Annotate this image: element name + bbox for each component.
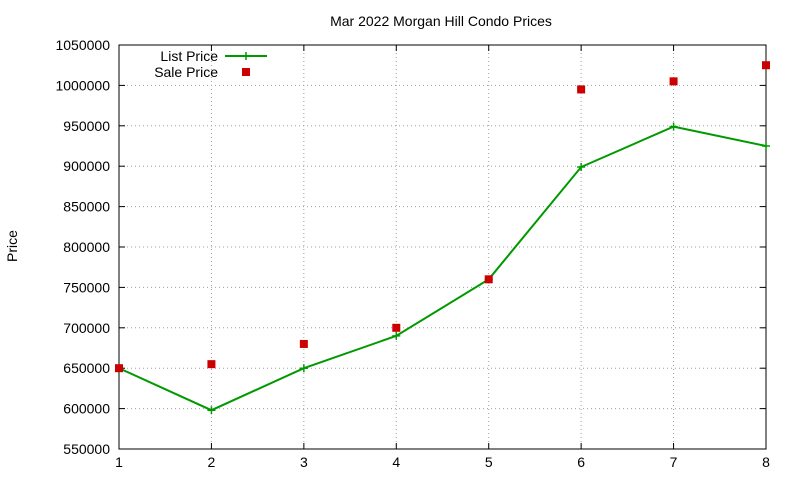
sale-price-point (115, 364, 123, 373)
x-tick-label: 8 (762, 454, 770, 470)
sale-price-point (392, 323, 401, 332)
legend-label-sale-price: Sale Price (154, 64, 218, 80)
y-tick-label: 950000 (63, 118, 110, 134)
grid (119, 45, 766, 449)
x-tick-label: 5 (485, 454, 493, 470)
list-price-point (669, 122, 678, 131)
sale-price-point (669, 77, 678, 86)
sale-price-point (299, 339, 308, 348)
axes: 550000 600000 650000 700000 750000 800000 8500… (55, 37, 770, 470)
y-tick-label: 550000 (63, 441, 110, 457)
legend-marker-list-price (242, 52, 250, 60)
list-price-point (577, 163, 586, 172)
chart-title: Mar 2022 Morgan Hill Condo Prices (330, 13, 552, 29)
y-axis-label: Price (4, 230, 20, 262)
x-tick-label: 1 (115, 454, 123, 470)
x-tick-label: 4 (392, 454, 400, 470)
y-tick-label: 850000 (63, 199, 110, 215)
sale-price-point (484, 275, 493, 284)
x-tick-label: 2 (208, 454, 216, 470)
series-sale-price (115, 61, 770, 373)
y-tick-label: 600000 (63, 401, 110, 417)
list-price-point (299, 364, 308, 373)
x-tick-label: 7 (670, 454, 678, 470)
y-tick-label: 1050000 (55, 37, 110, 53)
sale-price-point (577, 85, 586, 94)
y-tick-label: 650000 (63, 360, 110, 376)
list-price-point (207, 406, 216, 415)
y-tick-label: 800000 (63, 239, 110, 255)
y-tick-label: 750000 (63, 279, 110, 295)
legend-swatch-sale-price (242, 68, 250, 76)
list-price-line (118, 125, 767, 412)
x-tick-label: 3 (300, 454, 308, 470)
list-price-point (762, 142, 770, 150)
y-tick-label: 900000 (63, 158, 110, 174)
sale-price-point (207, 360, 216, 369)
legend-label-list-price: List Price (160, 48, 218, 64)
x-tick-label: 6 (577, 454, 585, 470)
sale-price-point (762, 61, 770, 70)
plot-border (118, 44, 767, 450)
y-tick-label: 1000000 (55, 77, 110, 93)
series-layer (115, 61, 770, 415)
y-tick-label: 700000 (63, 320, 110, 336)
list-price-point (392, 331, 401, 340)
